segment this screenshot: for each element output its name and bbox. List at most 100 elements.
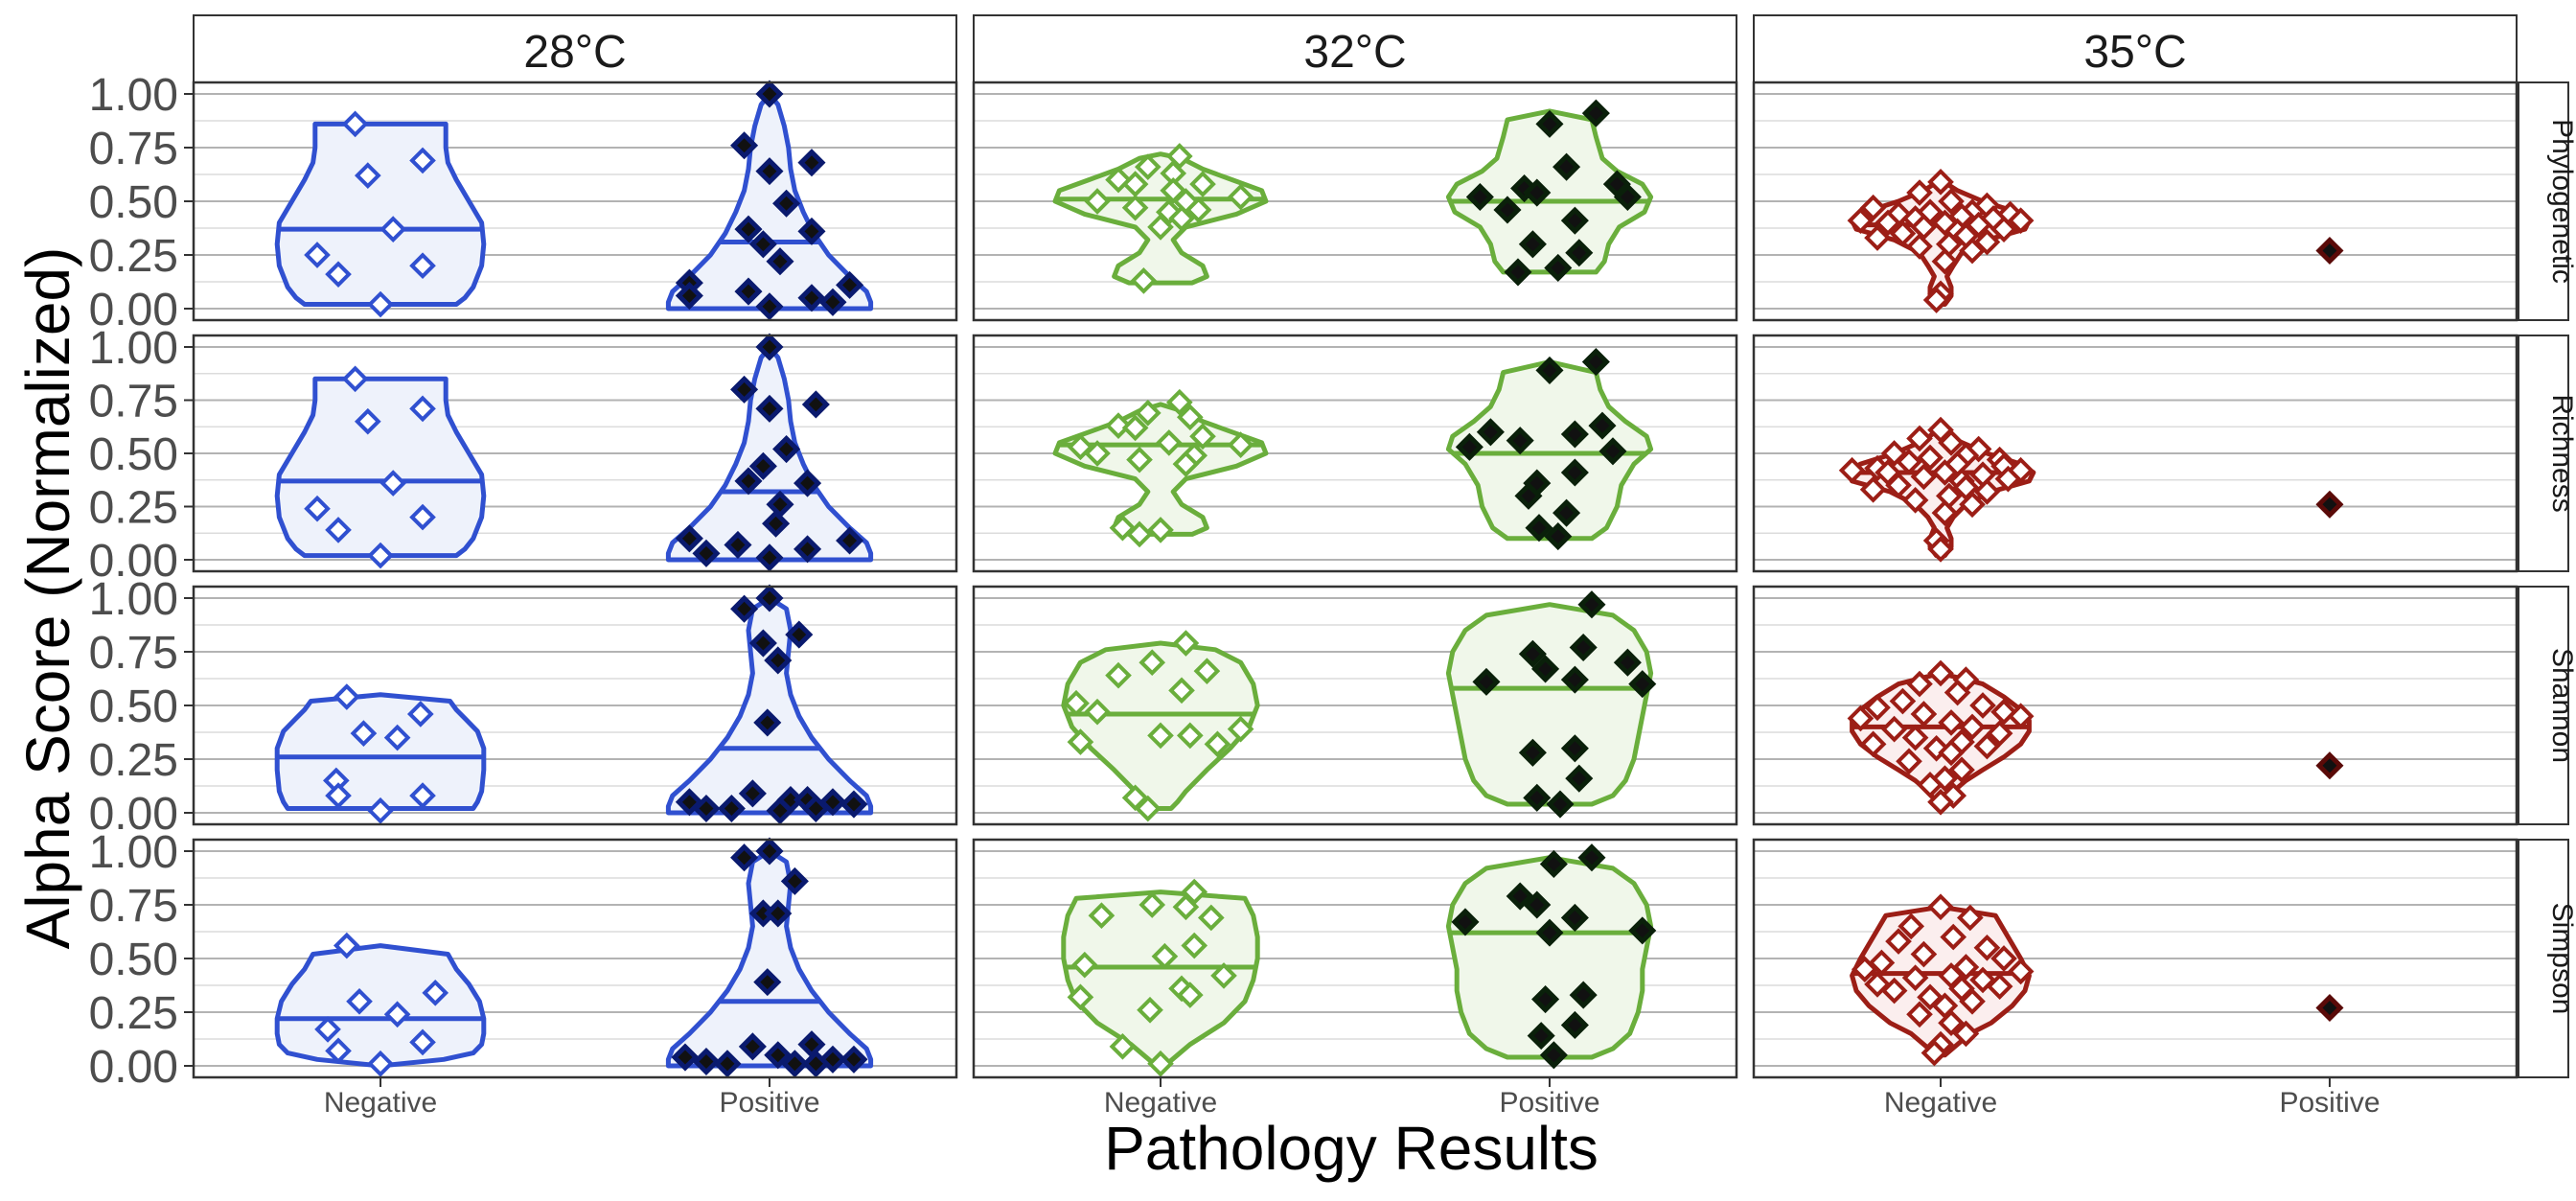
violin-negative xyxy=(274,943,487,1069)
data-point-positive xyxy=(1451,908,1480,936)
data-point-negative xyxy=(346,987,373,1015)
data-point-positive xyxy=(692,1047,721,1076)
x-tick-label-2-1: Positive xyxy=(2279,1087,2380,1119)
y-tick-label-2-1: 0.25 xyxy=(89,735,178,786)
data-point-positive xyxy=(1518,639,1547,668)
data-point-positive xyxy=(2315,236,2344,266)
panel-border xyxy=(1752,838,2518,1079)
data-point-negative xyxy=(1121,414,1149,442)
row-strip-label-0: Phylogenetic xyxy=(2546,119,2576,284)
data-point-positive xyxy=(755,292,784,321)
violin-positive xyxy=(1445,359,1654,542)
data-point-positive xyxy=(1514,481,1543,510)
data-point-negative xyxy=(1084,440,1111,467)
data-point-positive xyxy=(713,1050,742,1078)
data-point-positive xyxy=(755,584,784,612)
row-strip-0 xyxy=(2518,81,2569,321)
data-point-negative xyxy=(409,252,436,280)
data-point-negative xyxy=(333,683,360,710)
data-point-positive xyxy=(764,1041,793,1070)
data-point-positive xyxy=(836,270,864,299)
x-axis-title: Pathology Results xyxy=(1104,1114,1598,1183)
data-point-positive xyxy=(1569,981,1598,1009)
data-point-positive xyxy=(1577,590,1606,619)
data-point-positive xyxy=(764,899,793,928)
y-tick-label-2-2: 0.50 xyxy=(89,681,178,732)
data-point-negative xyxy=(1126,446,1153,473)
panel-r2-c0 xyxy=(192,584,958,826)
data-point-positive xyxy=(755,80,784,108)
row-strip-1 xyxy=(2518,335,2569,572)
y-tick-label-3-2: 0.50 xyxy=(89,935,178,985)
panel-r3-c0 xyxy=(192,837,958,1079)
data-point-negative xyxy=(1885,472,1912,499)
panel-border xyxy=(192,81,958,322)
data-point-negative xyxy=(1189,423,1216,450)
data-point-positive xyxy=(1476,418,1505,447)
data-point-negative xyxy=(333,932,360,959)
data-point-negative xyxy=(1084,698,1111,726)
data-point-positive xyxy=(717,794,746,823)
data-point-positive xyxy=(1506,882,1534,911)
data-point-positive xyxy=(748,451,777,480)
data-point-positive xyxy=(748,230,777,259)
data-point-positive xyxy=(1560,206,1589,235)
data-point-negative xyxy=(354,407,381,435)
data-point-positive xyxy=(753,708,782,737)
data-point-positive xyxy=(675,524,703,553)
data-point-negative xyxy=(325,1037,352,1065)
data-point-positive xyxy=(2315,993,2344,1023)
data-point-negative xyxy=(1168,205,1195,232)
data-point-positive xyxy=(1535,356,1564,384)
data-point-negative xyxy=(1172,630,1200,657)
data-point-positive xyxy=(730,131,759,160)
x-tick-label-2-0: Negative xyxy=(1884,1087,1997,1119)
x-tick-label-0-1: Positive xyxy=(719,1087,819,1119)
data-point-positive xyxy=(748,629,777,658)
data-point-positive xyxy=(1569,633,1598,662)
data-point-negative xyxy=(1959,491,1986,519)
data-point-negative xyxy=(325,782,352,809)
data-point-positive xyxy=(772,189,801,218)
panel-r1-c2 xyxy=(1752,334,2518,573)
data-point-positive xyxy=(1552,498,1581,527)
data-point-negative xyxy=(1906,425,1933,452)
data-point-negative xyxy=(1168,677,1195,704)
data-point-negative xyxy=(1973,934,2001,961)
panel-border xyxy=(1752,81,2518,322)
x-tick-label-1-1: Positive xyxy=(1499,1087,1599,1119)
data-point-negative xyxy=(1931,247,1959,275)
data-point-positive xyxy=(734,467,763,496)
data-point-positive xyxy=(1523,783,1552,812)
data-point-negative xyxy=(1189,171,1216,197)
data-point-negative xyxy=(1931,499,1959,526)
data-point-negative xyxy=(304,495,331,522)
y-tick-label-2-4: 1.00 xyxy=(89,574,178,625)
data-point-positive xyxy=(738,1032,767,1061)
column-strip-label-0: 28°C xyxy=(523,27,626,78)
data-point-negative xyxy=(1938,188,1965,215)
data-point-negative xyxy=(367,290,394,318)
data-point-positive xyxy=(675,282,703,311)
data-point-positive xyxy=(1539,849,1568,878)
row-strip-label-3: Simpson xyxy=(2546,903,2576,1015)
data-point-positive xyxy=(1531,655,1560,683)
data-point-positive xyxy=(801,390,830,419)
data-point-negative xyxy=(1994,465,2022,493)
data-point-positive xyxy=(692,539,721,567)
data-point-negative xyxy=(1864,224,1891,251)
data-point-positive xyxy=(801,1050,830,1078)
data-point-positive xyxy=(730,594,759,623)
data-point-negative xyxy=(1859,194,1887,221)
data-point-positive xyxy=(1598,437,1627,466)
data-point-negative xyxy=(325,261,352,288)
panel-border xyxy=(192,585,958,826)
data-point-negative xyxy=(1210,962,1237,989)
data-point-negative xyxy=(1931,459,1959,486)
data-point-negative xyxy=(380,470,407,497)
data-point-positive xyxy=(1544,253,1573,282)
y-tick-label-2-3: 0.75 xyxy=(89,628,178,679)
y-tick-label-0-0: 0.00 xyxy=(89,285,178,335)
data-point-negative xyxy=(1986,973,2013,1000)
